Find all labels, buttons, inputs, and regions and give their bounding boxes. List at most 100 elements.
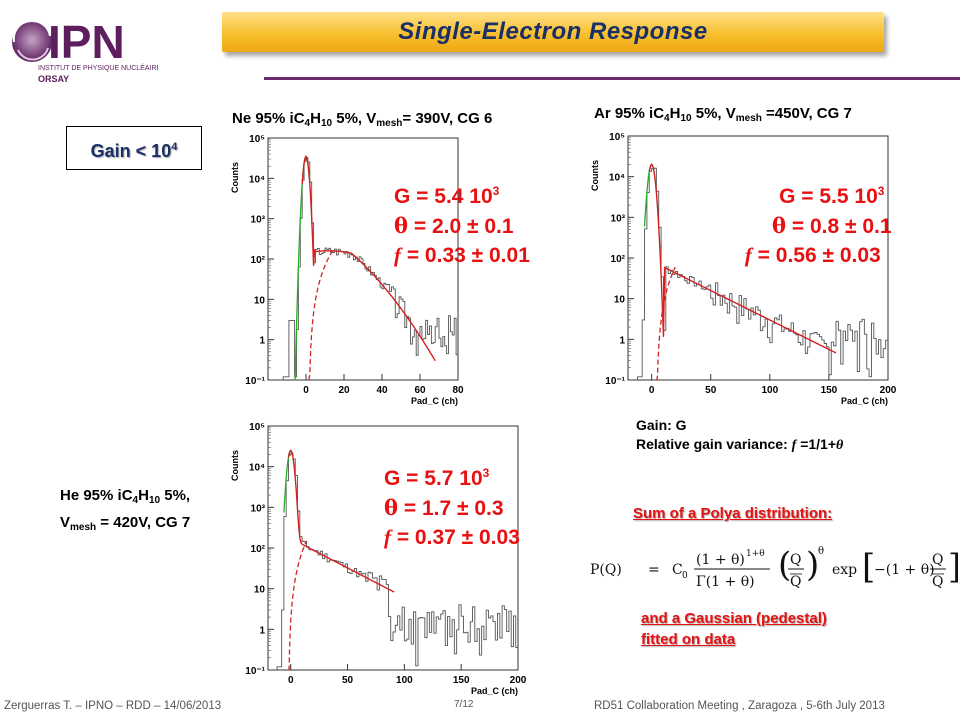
- svg-text:−(1 + θ): −(1 + θ): [874, 562, 935, 578]
- x-tick-label: 20: [338, 385, 350, 396]
- svg-text:Q: Q: [932, 552, 943, 568]
- polya-dashed: [288, 540, 308, 671]
- x-tick-label: 0: [649, 385, 655, 396]
- gain-value-ne: G = 5.4 103: [394, 184, 500, 208]
- histogram-ne: 10⁵ 10⁴ 10³ 10² 10 1 10⁻¹ 0 20 40 60 80 Counts Pad_C …: [230, 134, 464, 406]
- x-tick-label: 80: [452, 385, 464, 396]
- theta-value-ar: θ = 0.8 ± 0.1: [772, 213, 892, 238]
- variance-definition: Relative gain variance: f =1/1+θ: [636, 436, 844, 453]
- y-tick-label: 10: [254, 585, 266, 596]
- svg-text:[: [: [862, 547, 875, 587]
- gain-definition: Gain: G: [636, 417, 687, 433]
- y-tick-label: 10: [254, 295, 266, 306]
- y-tick-label: 10²: [251, 255, 266, 266]
- theta-value-ne: θ = 2.0 ± 0.1: [394, 213, 514, 238]
- y-tick-label: 10⁻¹: [605, 376, 625, 387]
- x-tick-label: 0: [303, 385, 309, 396]
- y-tick-label: 10: [614, 295, 626, 306]
- x-axis-label: Pad_C (ch): [841, 396, 888, 406]
- polya-dashed: [656, 266, 676, 381]
- polya-fit: [648, 163, 837, 354]
- polya-heading: Sum of a Polya distribution:: [633, 505, 833, 522]
- fit-params-ne: G = 5.4 103 θ = 2.0 ± 0.1 f = 0.33 ± 0.0…: [394, 177, 530, 270]
- gain-value-ar: G = 5.5 103: [779, 184, 885, 208]
- f-value-he: f = 0.37 ± 0.03: [384, 525, 520, 549]
- gaussian-note: and a Gaussian (pedestal) fitted on data: [641, 608, 827, 650]
- svg-text:Q: Q: [932, 574, 943, 590]
- histogram-series: [276, 452, 518, 670]
- x-tick-label: 200: [510, 675, 527, 686]
- y-axis-label: Counts: [230, 162, 240, 193]
- svg-text:P(Q): P(Q): [590, 562, 622, 578]
- x-tick-label: 50: [342, 675, 354, 686]
- ipn-logo: IPN INSTITUT DE PHYSIQUE NUCLÉAIRE ORSAY: [8, 6, 162, 90]
- gain-value-he: G = 5.7 103: [384, 466, 490, 490]
- histogram-series: [282, 157, 458, 380]
- fit-params-ar: G = 5.5 103 θ = 0.8 ± 0.1 f = 0.56 ± 0.0…: [745, 177, 892, 270]
- definition-block: Gain: G Relative gain variance: f =1/1+θ: [636, 416, 843, 455]
- gain-box: Gain < 104: [66, 126, 202, 170]
- polya-formula: P(Q) = C 0 (1 + θ) 1+θ Γ(1 + θ) ( Q Q ) …: [590, 545, 958, 590]
- page-title: Single-Electron Response: [398, 18, 708, 45]
- x-tick-label: 100: [761, 385, 778, 396]
- svg-text:=: =: [648, 562, 660, 578]
- y-tick-label: 10⁴: [249, 463, 265, 474]
- plot-ne-label: Ne 95% iC4H10 5%, Vmesh= 390V, CG 6: [232, 110, 493, 129]
- x-tick-label: 200: [880, 385, 897, 396]
- y-tick-label: 10⁵: [249, 134, 265, 145]
- x-tick-label: 150: [453, 675, 470, 686]
- y-tick-label: 10⁵: [249, 422, 265, 433]
- y-tick-label: 10²: [251, 544, 266, 555]
- plot-he-label: He 95% iC4H10 5%, Vmesh = 420V, CG 7: [60, 487, 191, 533]
- footer-left: Zerguerras T. – IPNO – RDD – 14/06/2013: [4, 700, 222, 712]
- fit-params-he: G = 5.7 103 θ = 1.7 ± 0.3 f = 0.37 ± 0.0…: [384, 459, 520, 552]
- y-tick-label: 10³: [251, 215, 266, 226]
- svg-text:θ: θ: [818, 546, 824, 557]
- svg-text:(1 + θ): (1 + θ): [696, 552, 745, 568]
- svg-text:IPN: IPN: [48, 16, 125, 68]
- svg-text:]: ]: [948, 547, 958, 587]
- y-tick-label: 10⁴: [249, 174, 265, 185]
- svg-text:): ): [806, 545, 819, 585]
- x-tick-label: 60: [414, 385, 426, 396]
- footer-right: RD51 Collaboration Meeting , Zaragoza , …: [594, 700, 885, 712]
- y-tick-label: 1: [259, 336, 265, 347]
- plot-frame: [627, 135, 889, 381]
- polya-fit: [287, 449, 395, 593]
- x-tick-label: 100: [396, 675, 413, 686]
- x-tick-label: 150: [821, 385, 838, 396]
- y-tick-label: 10⁻¹: [245, 666, 265, 677]
- x-tick-label: 0: [288, 675, 294, 686]
- svg-text:1+θ: 1+θ: [746, 549, 765, 559]
- svg-text:(: (: [778, 545, 791, 585]
- title-banner: [222, 12, 884, 52]
- y-tick-label: 1: [259, 625, 265, 636]
- page-number: 7/12: [454, 699, 474, 710]
- y-tick-label: 10⁴: [609, 173, 625, 184]
- histogram-series: [637, 167, 888, 380]
- gain-box-text: Gain < 10: [90, 141, 172, 161]
- svg-text:Q: Q: [790, 552, 801, 568]
- y-tick-label: 10²: [611, 254, 626, 265]
- gain-box-exponent: 4: [171, 141, 178, 153]
- y-tick-label: 10³: [611, 213, 626, 224]
- f-value-ar: f = 0.56 ± 0.03: [744, 243, 881, 267]
- svg-text:exp: exp: [832, 562, 857, 578]
- svg-text:Γ(1 + θ): Γ(1 + θ): [696, 574, 755, 590]
- y-axis-label: Counts: [230, 450, 240, 481]
- gaussian-note-line1: and a Gaussian (pedestal): [641, 610, 827, 627]
- histogram-he: 10⁵ 10⁴ 10³ 10² 10 1 10⁻¹ 0 50 100 150 200 Counts Pad…: [230, 422, 527, 696]
- y-axis-label: Counts: [590, 160, 600, 191]
- y-tick-label: 10⁵: [609, 132, 625, 143]
- title-divider: [264, 77, 960, 80]
- plot-ar-label: Ar 95% iC4H10 5%, Vmesh =450V, CG 7: [594, 105, 852, 124]
- y-tick-label: 10³: [251, 503, 266, 514]
- svg-text:INSTITUT DE PHYSIQUE NUCLÉAIRE: INSTITUT DE PHYSIQUE NUCLÉAIRE: [38, 63, 158, 72]
- x-tick-label: 50: [705, 385, 717, 396]
- theta-value-he: θ = 1.7 ± 0.3: [384, 495, 504, 520]
- y-tick-label: 10⁻¹: [245, 376, 265, 387]
- polya-dashed: [308, 250, 334, 381]
- f-value-ne: f = 0.33 ± 0.01: [394, 243, 530, 267]
- svg-text:0: 0: [682, 571, 688, 581]
- x-axis-label: Pad_C (ch): [411, 396, 458, 406]
